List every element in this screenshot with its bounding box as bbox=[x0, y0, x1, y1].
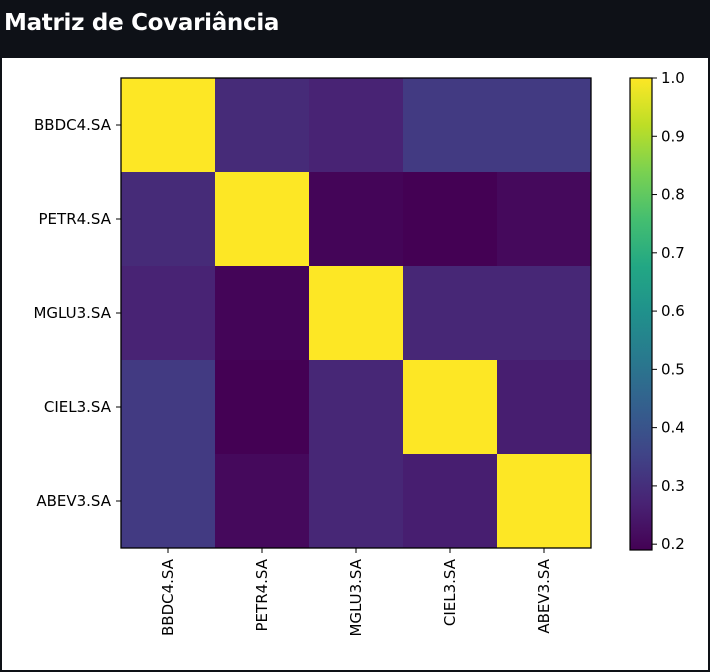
colorbar-tick-label: 0.8 bbox=[661, 186, 685, 204]
colorbar-tick-label: 0.9 bbox=[661, 127, 685, 145]
heatmap-cell-2-0 bbox=[121, 266, 216, 361]
heatmap-cell-1-3 bbox=[403, 172, 498, 267]
colorbar-tick-label: 0.5 bbox=[661, 360, 685, 378]
colorbar-tick-label: 0.2 bbox=[661, 535, 685, 553]
heatmap-cell-3-0 bbox=[121, 360, 216, 455]
heatmap-cell-4-0 bbox=[121, 454, 216, 549]
heatmap-cell-1-0 bbox=[121, 172, 216, 267]
heatmap-cell-0-4 bbox=[497, 78, 592, 173]
heatmap-cell-2-2 bbox=[309, 266, 404, 361]
heatmap-cell-0-3 bbox=[403, 78, 498, 173]
x-tick-label: ABEV3.SA bbox=[535, 558, 553, 633]
heatmap-cell-0-1 bbox=[215, 78, 310, 173]
chart-figure: BBDC4.SA PETR4.SA MGLU3.SA CIEL3.SA ABEV3.SA… bbox=[2, 58, 708, 670]
heatmap-cell-1-1 bbox=[215, 172, 310, 267]
y-tick-label: BBDC4.SA bbox=[34, 116, 112, 134]
page-title: Matriz de Covariância bbox=[4, 10, 280, 36]
y-tick-label: PETR4.SA bbox=[39, 210, 112, 228]
heatmap-cell-1-2 bbox=[309, 172, 404, 267]
y-tick-label: ABEV3.SA bbox=[36, 492, 111, 510]
colorbar-frame bbox=[629, 77, 653, 551]
heatmap-cell-4-4 bbox=[497, 454, 592, 549]
heatmap-cell-4-3 bbox=[403, 454, 498, 549]
heatmap-cell-1-4 bbox=[497, 172, 592, 267]
colorbar-tick-label: 1.0 bbox=[661, 69, 685, 87]
colorbar-tick-label: 0.4 bbox=[661, 419, 685, 437]
colorbar-tick-label: 0.3 bbox=[661, 477, 685, 495]
heatmap-cell-3-1 bbox=[215, 360, 310, 455]
heatmap-cell-4-1 bbox=[215, 454, 310, 549]
x-tick-label: BBDC4.SA bbox=[159, 558, 177, 636]
y-tick-label: CIEL3.SA bbox=[44, 398, 112, 416]
heatmap-cell-2-3 bbox=[403, 266, 498, 361]
x-tick-label: PETR4.SA bbox=[253, 558, 271, 631]
heatmap-cell-3-3 bbox=[403, 360, 498, 455]
x-tick-label: MGLU3.SA bbox=[347, 558, 365, 636]
heatmap-cell-2-1 bbox=[215, 266, 310, 361]
colorbar-tick-label: 0.6 bbox=[661, 302, 685, 320]
heatmap-cell-0-2 bbox=[309, 78, 404, 173]
heatmap-cell-3-2 bbox=[309, 360, 404, 455]
heatmap-cell-4-2 bbox=[309, 454, 404, 549]
y-tick-label: MGLU3.SA bbox=[33, 304, 111, 322]
colorbar-tick-label: 0.7 bbox=[661, 244, 685, 262]
colorbar bbox=[630, 78, 652, 550]
heatmap-cell-3-4 bbox=[497, 360, 592, 455]
heatmap-cell-2-4 bbox=[497, 266, 592, 361]
covariance-heatmap: BBDC4.SA PETR4.SA MGLU3.SA CIEL3.SA ABEV3.SA… bbox=[33, 69, 685, 637]
x-tick-label: CIEL3.SA bbox=[441, 558, 459, 626]
heatmap-cell-0-0 bbox=[121, 78, 216, 173]
header-bar: Matriz de Covariância bbox=[0, 0, 710, 56]
